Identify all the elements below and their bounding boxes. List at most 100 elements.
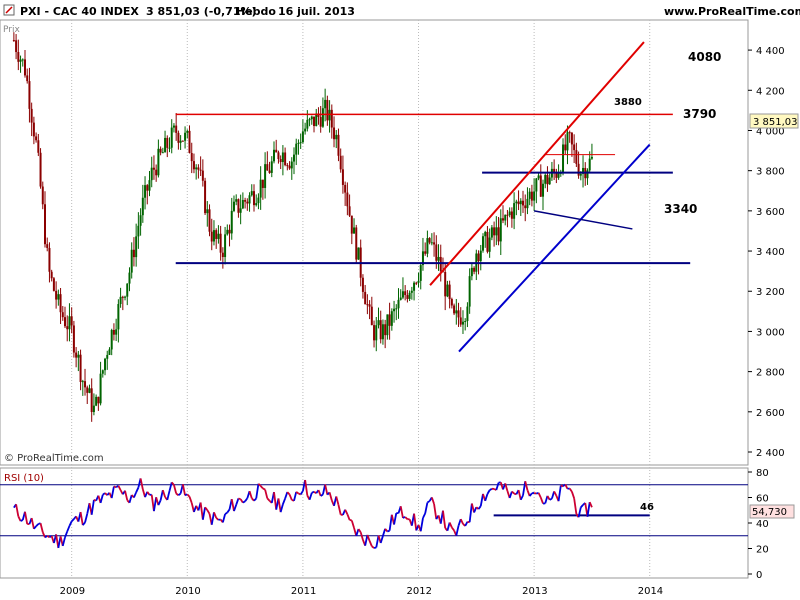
rsi-segment — [533, 492, 537, 495]
candle-body — [586, 170, 589, 179]
candle-body — [533, 191, 536, 201]
candle-body — [548, 177, 551, 185]
rsi-segment — [255, 483, 260, 499]
rsi-segment — [20, 519, 24, 522]
rsi-segment — [320, 493, 324, 497]
candle-body — [70, 316, 73, 326]
rsi-segment — [46, 535, 50, 538]
candlestick-series — [12, 32, 593, 422]
rsi-segment — [282, 498, 286, 505]
header-quote: 3 851,03 (-0,71%) — [146, 5, 257, 18]
candle-body — [212, 230, 215, 242]
header-icon-line — [5, 6, 13, 14]
rsi-segment — [526, 489, 531, 497]
candle-body — [450, 299, 453, 306]
rsi-segment — [266, 497, 271, 502]
candle-body — [535, 178, 538, 192]
candle-body — [228, 229, 231, 234]
candle-body — [244, 199, 247, 202]
rsi-segment — [422, 513, 426, 519]
candle-body — [321, 108, 324, 127]
candle-body — [461, 321, 464, 325]
rsi-segment — [504, 483, 509, 492]
header-site[interactable]: www.ProRealTime.com — [664, 5, 800, 18]
candle-body — [84, 381, 87, 388]
candle-body — [517, 201, 520, 205]
header-instrument: PXI - CAC 40 INDEX — [20, 5, 139, 18]
price-axis: 2 400 2 600 2 800 3 000 3 200 3 400 3 600 3 800… — [748, 46, 785, 459]
level-3340: 3340 — [664, 202, 697, 216]
candle-body — [388, 314, 391, 326]
rsi-segment — [124, 490, 129, 501]
rsi-segment — [253, 497, 257, 502]
rsi-segment — [215, 517, 220, 521]
rsi-segment — [171, 481, 175, 486]
candle-body — [39, 152, 42, 187]
candle-body — [539, 175, 542, 197]
candle-body — [255, 203, 258, 206]
candle-body — [17, 52, 20, 62]
rsi-segment — [560, 484, 564, 488]
candle-body — [384, 324, 387, 336]
rsi-segment — [173, 484, 178, 494]
candle-body — [428, 238, 431, 243]
rsi-segment — [357, 528, 362, 533]
candle-body — [335, 134, 338, 140]
rsi-segment — [264, 489, 269, 499]
header-period: Hebdo — [236, 5, 276, 18]
candle-body — [484, 231, 487, 237]
candle-body — [155, 169, 158, 176]
candle-body — [239, 208, 242, 213]
candle-body — [199, 169, 202, 171]
rsi-segment — [528, 492, 533, 497]
candle-body — [52, 278, 55, 291]
candle-body — [97, 396, 100, 404]
rsi-segment — [248, 490, 253, 499]
candle-body — [57, 294, 60, 300]
rsi-segment — [344, 509, 349, 515]
candle-body — [513, 203, 516, 219]
level-3790: 3790 — [683, 107, 716, 121]
candle-body — [237, 199, 240, 213]
candle-body — [393, 308, 396, 312]
candle-body — [370, 306, 373, 326]
candle-body — [172, 125, 175, 128]
y-tick-label: 3 800 — [756, 167, 785, 178]
candle-body — [259, 179, 262, 198]
rsi-segment — [71, 518, 75, 522]
candle-body — [330, 109, 333, 128]
candle-body — [144, 185, 147, 198]
level-3880: 3880 — [614, 97, 642, 108]
channel-line — [533, 210, 633, 230]
rsi-segment — [549, 497, 553, 501]
candle-body — [77, 354, 80, 358]
candle-body — [137, 225, 140, 237]
rsi-segment — [495, 482, 500, 491]
time-axis: 2009 2010 2011 2012 2013 2014 — [60, 586, 664, 597]
rsi-segment — [519, 494, 524, 501]
candle-body — [72, 325, 75, 353]
candle-body — [379, 320, 382, 340]
candle-body — [341, 169, 344, 185]
rsi-segment — [221, 513, 226, 523]
candle-body — [299, 142, 302, 144]
level-4080: 4080 — [688, 50, 721, 64]
rsi-segment — [133, 491, 137, 498]
x-tick-label: 2014 — [638, 586, 663, 597]
candle-body — [519, 200, 522, 205]
rsi-segment — [553, 490, 558, 497]
rsi-segment — [324, 484, 329, 495]
candle-body — [146, 185, 149, 191]
rsi-segment — [135, 487, 140, 493]
candle-body — [421, 251, 424, 266]
candle-body — [121, 296, 124, 298]
rsi-segment — [557, 485, 562, 502]
candle-body — [157, 148, 160, 176]
candle-body — [417, 280, 420, 283]
trend-lines — [175, 41, 691, 353]
rsi-segment — [337, 504, 342, 515]
candle-body — [99, 373, 102, 404]
candle-body — [304, 128, 307, 132]
candle-body — [453, 305, 456, 314]
candle-body — [279, 159, 282, 163]
